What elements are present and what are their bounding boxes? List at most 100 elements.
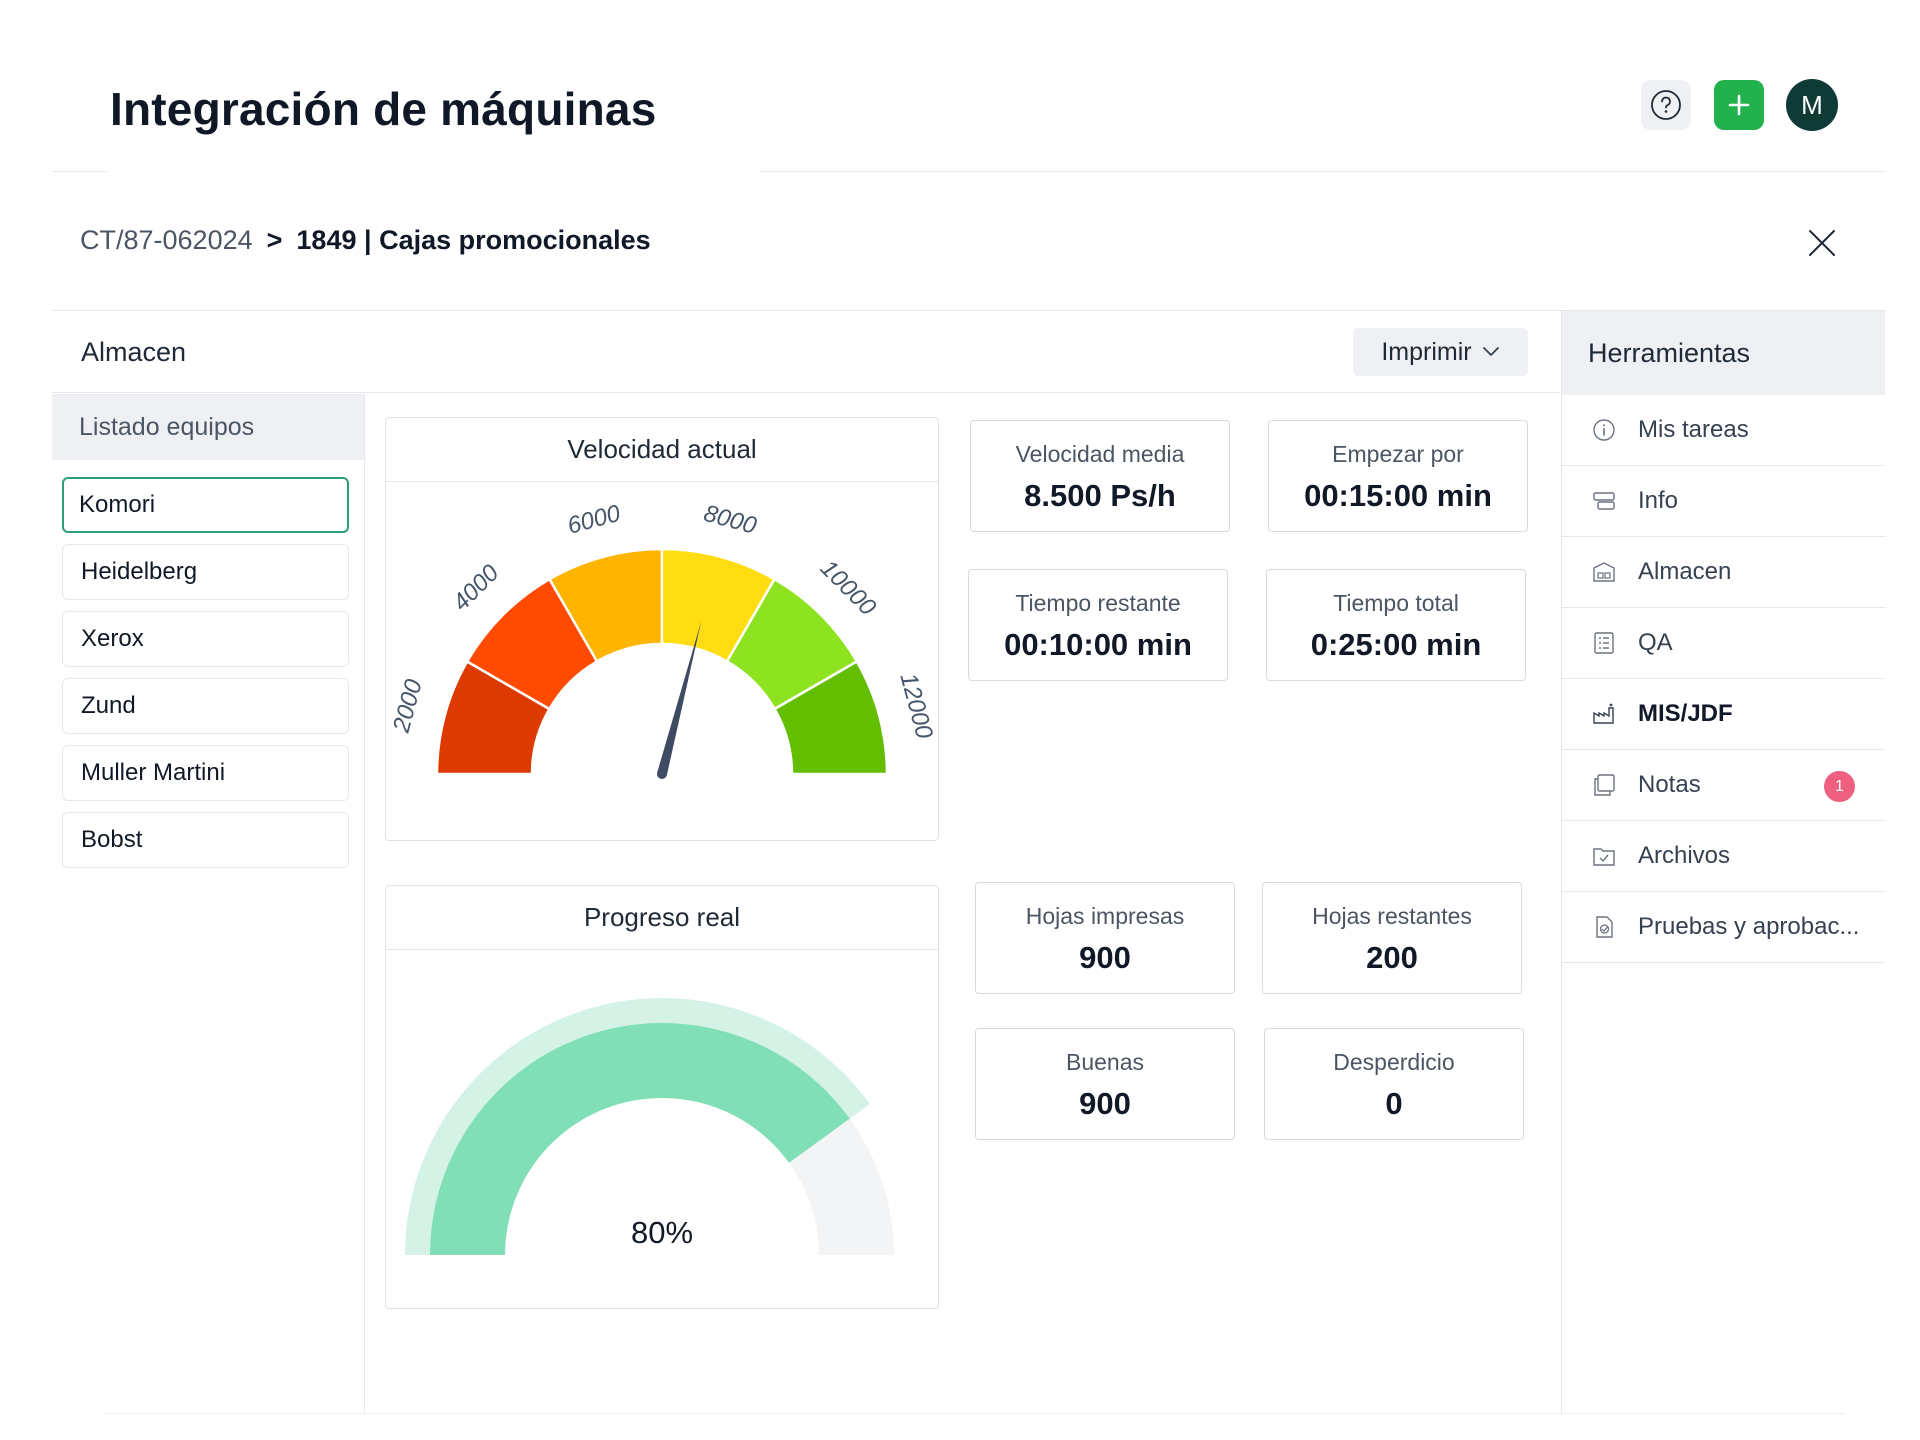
tool-item-qa[interactable]: QA bbox=[1562, 608, 1885, 679]
equipment-sidebar: Listado equipos Komori Heidelberg Xerox … bbox=[52, 394, 365, 1414]
tool-item-pruebas[interactable]: Pruebas y aprobac... bbox=[1562, 892, 1885, 963]
gauge-scale-label: 12000 bbox=[895, 670, 938, 742]
tool-item-notas[interactable]: Notas 1 bbox=[1562, 750, 1885, 821]
tool-label: Notas bbox=[1638, 771, 1701, 798]
waste-stat: Desperdicio 0 bbox=[1264, 1028, 1524, 1140]
tool-label: MIS/JDF bbox=[1638, 700, 1733, 727]
gauge-scale-label: 10000 bbox=[815, 555, 882, 622]
tool-item-mis-jdf[interactable]: MIS/JDF bbox=[1562, 679, 1885, 750]
gauge-scale-label: 6000 bbox=[565, 500, 624, 540]
stat-value: 900 bbox=[1079, 1086, 1131, 1121]
sheets-printed-stat: Hojas impresas 900 bbox=[975, 882, 1235, 994]
job-number: 1849 bbox=[296, 225, 357, 255]
factory-icon bbox=[1593, 703, 1614, 724]
info-circle-icon bbox=[1593, 419, 1615, 441]
avg-speed-stat: Velocidad media 8.500 Ps/h bbox=[970, 420, 1230, 532]
breadcrumb-order-code[interactable]: CT/87-062024 bbox=[80, 225, 253, 255]
remaining-time-stat: Tiempo restante 00:10:00 min bbox=[968, 569, 1228, 681]
breadcrumb-current-job: 1849 | Cajas promocionales bbox=[296, 225, 650, 256]
job-name: Cajas promocionales bbox=[379, 225, 651, 255]
add-button[interactable] bbox=[1714, 80, 1764, 130]
notification-badge: 1 bbox=[1824, 771, 1855, 802]
plus-icon bbox=[1728, 94, 1750, 116]
stat-label: Hojas restantes bbox=[1312, 903, 1472, 929]
print-dropdown[interactable]: Imprimir bbox=[1353, 328, 1528, 376]
stat-value: 0 bbox=[1385, 1086, 1403, 1121]
tool-label: QA bbox=[1638, 629, 1673, 656]
stat-value: 0:25:00 min bbox=[1310, 627, 1482, 662]
total-time-stat: Tiempo total 0:25:00 min bbox=[1266, 569, 1526, 681]
breadcrumb-separator: > bbox=[266, 225, 283, 255]
proof-document-icon bbox=[1596, 916, 1613, 938]
breadcrumb-divider bbox=[52, 310, 1885, 311]
machine-item-komori[interactable]: Komori bbox=[62, 477, 349, 533]
speed-gauge-card: Velocidad actual 2000 4000 6000 8000 10000 12… bbox=[385, 417, 939, 841]
progress-gauge-card: Progreso real 80% bbox=[385, 885, 939, 1309]
app-header: Integración de máquinas M bbox=[0, 0, 1920, 172]
tools-heading: Herramientas bbox=[1562, 311, 1885, 395]
stat-label: Velocidad media bbox=[1015, 441, 1185, 467]
tool-label: Mis tareas bbox=[1638, 416, 1749, 443]
progress-gauge-title: Progreso real bbox=[386, 886, 938, 950]
footer-divider bbox=[105, 1413, 1845, 1414]
info-card-icon bbox=[1593, 492, 1615, 510]
tools-panel: Herramientas Mis tareas Info Almacen QA … bbox=[1561, 311, 1885, 1414]
stat-value: 200 bbox=[1366, 940, 1418, 975]
tool-item-almacen[interactable]: Almacen bbox=[1562, 537, 1885, 608]
checklist-icon bbox=[1594, 632, 1614, 654]
stat-value: 00:15:00 min bbox=[1304, 478, 1492, 513]
gauge-scale-label: 8000 bbox=[701, 500, 760, 540]
machine-item-zund[interactable]: Zund bbox=[62, 678, 349, 734]
tool-label: Almacen bbox=[1638, 558, 1732, 585]
user-avatar[interactable]: M bbox=[1786, 79, 1838, 131]
warehouse-icon bbox=[1593, 562, 1615, 582]
notes-icon bbox=[1594, 774, 1615, 796]
stat-label: Tiempo total bbox=[1333, 590, 1459, 616]
machine-item-xerox[interactable]: Xerox bbox=[62, 611, 349, 667]
progress-gauge: 80% bbox=[405, 998, 894, 1255]
breadcrumb: CT/87-062024 > 1849 | Cajas promocionale… bbox=[80, 225, 651, 256]
chevron-down-icon bbox=[1482, 347, 1499, 356]
header-divider bbox=[52, 171, 107, 172]
stat-label: Hojas impresas bbox=[1025, 903, 1185, 929]
header-divider bbox=[760, 171, 1885, 172]
folder-check-icon bbox=[1593, 848, 1615, 866]
machine-item-heidelberg[interactable]: Heidelberg bbox=[62, 544, 349, 600]
good-sheets-stat: Buenas 900 bbox=[975, 1028, 1235, 1140]
close-icon[interactable] bbox=[1805, 226, 1839, 260]
sidebar-heading: Listado equipos bbox=[52, 394, 364, 460]
stat-value: 00:10:00 min bbox=[1004, 627, 1192, 662]
start-in-stat: Empezar por 00:15:00 min bbox=[1268, 420, 1528, 532]
stat-label: Buenas bbox=[1065, 1049, 1144, 1075]
tool-label: Info bbox=[1638, 487, 1679, 514]
progress-fill bbox=[430, 1023, 850, 1255]
job-divider: | bbox=[364, 225, 372, 255]
stat-label: Desperdicio bbox=[1333, 1049, 1455, 1075]
speed-gauge-title: Velocidad actual bbox=[386, 418, 938, 482]
tool-label: Archivos bbox=[1638, 842, 1731, 869]
gauge-segment bbox=[772, 659, 889, 776]
machine-item-bobst[interactable]: Bobst bbox=[62, 812, 349, 868]
progress-value-label: 80% bbox=[631, 1215, 693, 1250]
gauge-scale-label: 2000 bbox=[388, 676, 428, 736]
page-title: Integración de máquinas bbox=[110, 83, 657, 135]
stat-value: 8.500 Ps/h bbox=[1024, 478, 1176, 513]
print-label: Imprimir bbox=[1381, 337, 1472, 366]
machine-list: Komori Heidelberg Xerox Zund Muller Mart… bbox=[52, 460, 364, 868]
stat-label: Tiempo restante bbox=[1015, 590, 1181, 616]
gauge-needle bbox=[657, 620, 702, 776]
question-circle-icon bbox=[1651, 90, 1681, 120]
machine-item-muller-martini[interactable]: Muller Martini bbox=[62, 745, 349, 801]
stat-label: Empezar por bbox=[1332, 441, 1464, 467]
tool-item-info[interactable]: Info bbox=[1562, 466, 1885, 537]
help-button[interactable] bbox=[1641, 80, 1691, 130]
tool-label: Pruebas y aprobac... bbox=[1638, 913, 1860, 940]
panel-title: Almacen bbox=[81, 337, 187, 367]
sheets-remaining-stat: Hojas restantes 200 bbox=[1262, 882, 1522, 994]
stat-value: 900 bbox=[1079, 940, 1131, 975]
tool-item-mis-tareas[interactable]: Mis tareas bbox=[1562, 395, 1885, 466]
panel-header: Almacen Imprimir bbox=[52, 311, 1560, 393]
gauge-needle-hub bbox=[657, 769, 667, 779]
tool-item-archivos[interactable]: Archivos bbox=[1562, 821, 1885, 892]
speed-gauge: 2000 4000 6000 8000 10000 12000 bbox=[388, 500, 938, 779]
